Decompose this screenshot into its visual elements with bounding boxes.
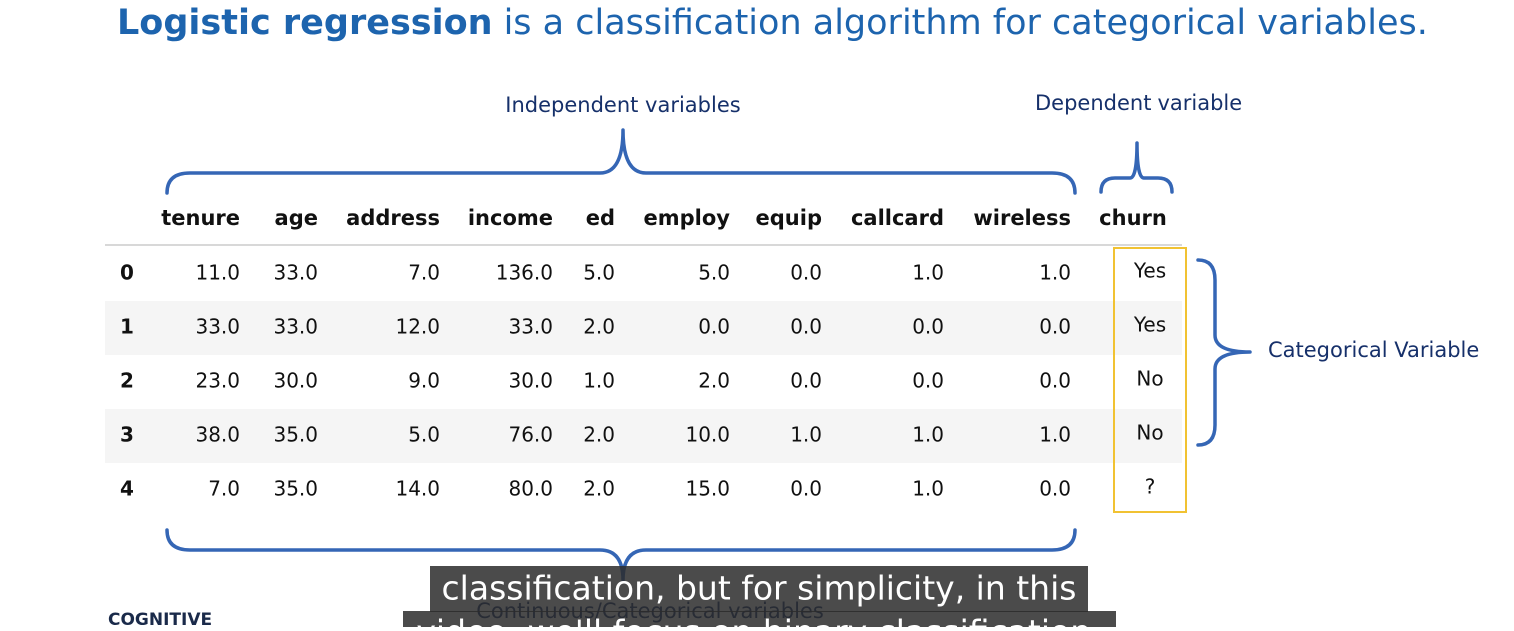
cell: 2.0 <box>583 477 615 501</box>
title-bold: Logistic regression <box>117 3 493 43</box>
subtitle-box <box>430 566 1088 612</box>
cell: 1.0 <box>583 369 615 393</box>
row-shade <box>105 409 1182 463</box>
row-index: 4 <box>120 477 134 501</box>
row-index: 3 <box>120 423 134 447</box>
cell: 0.0 <box>790 369 822 393</box>
categorical-label: Categorical Variable <box>1268 338 1479 362</box>
dependent-bold: Dependent <box>1035 91 1151 115</box>
column-header: equip <box>756 206 822 230</box>
title: Logistic regression is a classification a… <box>117 3 1428 43</box>
cell: 0.0 <box>912 315 944 339</box>
cell: 5.0 <box>698 261 730 285</box>
column-header: callcard <box>851 206 944 230</box>
cell: 33.0 <box>508 315 553 339</box>
cell: 136.0 <box>496 261 553 285</box>
cell: 10.0 <box>685 423 730 447</box>
churn-cell: No <box>1136 421 1163 445</box>
cell: 0.0 <box>1039 369 1071 393</box>
cell: 0.0 <box>790 477 822 501</box>
column-header: age <box>275 206 318 230</box>
cell: 33.0 <box>273 315 318 339</box>
dependent-brace <box>1099 141 1174 194</box>
independent-label: Independent variables <box>505 93 740 117</box>
table: tenure age address income ed employ equip callc… <box>105 206 1182 501</box>
cell: 0.0 <box>790 315 822 339</box>
column-header: employ <box>644 206 731 230</box>
cell: 7.0 <box>208 477 240 501</box>
right-brace <box>1196 258 1252 447</box>
column-header: ed <box>586 206 615 230</box>
cell: 2.0 <box>583 315 615 339</box>
cell: 35.0 <box>273 477 318 501</box>
cell: 76.0 <box>508 423 553 447</box>
cell: 1.0 <box>1039 261 1071 285</box>
column-header: wireless <box>973 206 1071 230</box>
column-header: tenure <box>161 206 240 230</box>
cell: 14.0 <box>395 477 440 501</box>
cell: 1.0 <box>912 423 944 447</box>
cell: 1.0 <box>912 477 944 501</box>
cell: 1.0 <box>790 423 822 447</box>
cell: 7.0 <box>408 261 440 285</box>
cell: 2.0 <box>698 369 730 393</box>
cell: 5.0 <box>408 423 440 447</box>
cell: 30.0 <box>508 369 553 393</box>
cell: 33.0 <box>273 261 318 285</box>
cell: 12.0 <box>395 315 440 339</box>
churn-cell: No <box>1136 367 1163 391</box>
row-index: 1 <box>120 315 134 339</box>
cell: 2.0 <box>583 423 615 447</box>
title-rest: is a classification algorithm for catego… <box>504 3 1428 43</box>
churn-cell: ? <box>1145 475 1156 499</box>
cell: 0.0 <box>698 315 730 339</box>
cell: 11.0 <box>195 261 240 285</box>
churn-highlight <box>1113 247 1187 513</box>
cell: 80.0 <box>508 477 553 501</box>
subtitle: video, we'll focus on binary classificat… <box>416 613 1101 628</box>
cell: 35.0 <box>273 423 318 447</box>
cell: 23.0 <box>195 369 240 393</box>
cell: 30.0 <box>273 369 318 393</box>
column-header: churn <box>1099 206 1167 230</box>
cell: 0.0 <box>912 369 944 393</box>
cell: 0.0 <box>790 261 822 285</box>
cell: 1.0 <box>1039 423 1071 447</box>
subtitle: classification, but for simplicity, in t… <box>442 569 1077 608</box>
row-index: 2 <box>120 369 134 393</box>
churn-cell: Yes <box>1133 313 1166 337</box>
churn-cell: Yes <box>1133 259 1166 283</box>
cell: 9.0 <box>408 369 440 393</box>
cell: 0.0 <box>1039 315 1071 339</box>
logo: COGNITIVE <box>108 610 212 627</box>
dependent-rest: variable <box>1157 91 1242 115</box>
cell: 0.0 <box>1039 477 1071 501</box>
column-header: address <box>346 206 440 230</box>
cell: 5.0 <box>583 261 615 285</box>
cell: 1.0 <box>912 261 944 285</box>
column-header: income <box>468 206 553 230</box>
cell: 15.0 <box>685 477 730 501</box>
subtitle-box <box>403 611 1116 631</box>
cell: 38.0 <box>195 423 240 447</box>
row-index: 0 <box>120 261 134 285</box>
top-brace <box>165 128 1077 195</box>
cell: 33.0 <box>195 315 240 339</box>
row-shade <box>105 301 1182 355</box>
dependent-label: Dependent variable <box>1035 91 1242 115</box>
